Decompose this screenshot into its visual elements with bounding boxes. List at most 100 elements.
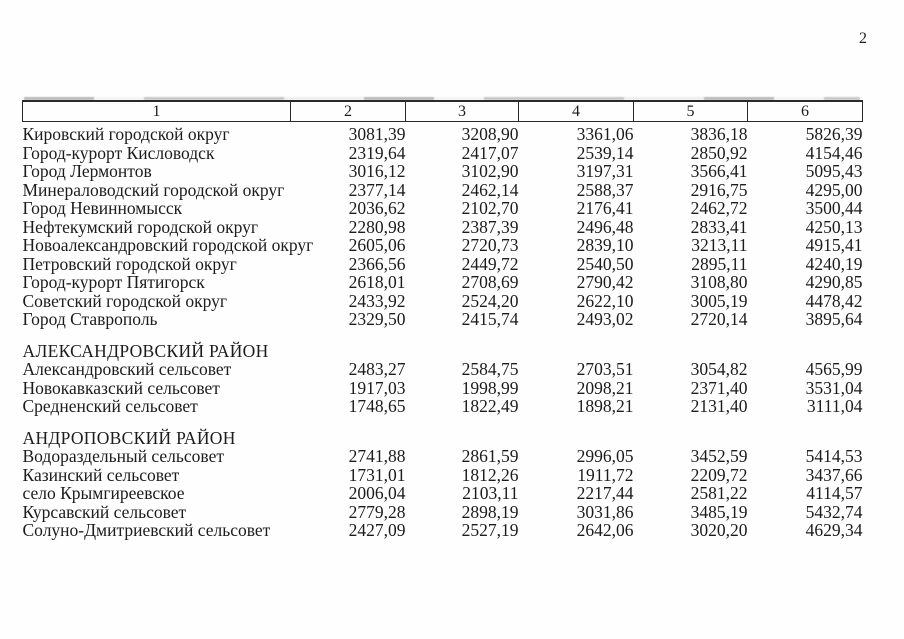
row-value-col3: 2861,59: [461, 446, 519, 466]
row-name: село Крымгиреевское: [22, 483, 185, 503]
row-value-col4: 1911,72: [577, 464, 634, 485]
row-value-col6: 4629,34: [805, 520, 863, 540]
row-value-col3: 2415,74: [461, 309, 519, 329]
row-value-col4: 2098,21: [576, 377, 634, 398]
section-gap-row: [23, 416, 863, 429]
row-value-col4: 3197,31: [576, 161, 634, 181]
row-value-col4: 1898,21: [576, 396, 634, 416]
row-value-col6: 4295,00: [805, 179, 863, 200]
row-value-col3: 2898,19: [461, 501, 519, 522]
row-value-col6: 3437,66: [805, 464, 863, 485]
row-value-col5: 3108,80: [690, 272, 748, 292]
column-header-5: 5: [633, 100, 748, 122]
row-value-col6: 4290,85: [805, 272, 863, 292]
row-value-col6: 3111,04: [806, 396, 863, 416]
row-value-col5: 2833,41: [690, 216, 748, 237]
table-body: Кировский городской округ 3081,39 3208,90 3…: [23, 122, 863, 540]
table-row: Город-курорт Пятигорск 2618,01 2708,69 2790…: [23, 273, 863, 292]
row-value-col2: 2366,56: [348, 253, 406, 274]
row-value-col4: 2496,48: [576, 216, 634, 237]
row-value-col6: 4478,42: [805, 290, 863, 311]
row-value-col2: 2329,50: [348, 309, 406, 329]
row-value-col6: 4114,57: [806, 483, 863, 503]
row-value-col6: 5414,53: [805, 446, 863, 466]
table-row: Новокавказский сельсовет 1917,03 1998,99 20…: [22, 377, 863, 398]
row-value-col4: 2703,51: [576, 359, 634, 379]
section-header-row: АЛЕКСАНДРОВСКИЙ РАЙОН: [22, 340, 863, 361]
table-row: Петровский городской округ 2366,56 2449,72…: [22, 253, 863, 274]
column-header-3: 3: [405, 100, 519, 122]
row-value-col5: 2131,40: [690, 396, 748, 416]
column-header-6: 6: [747, 100, 863, 122]
row-value-col5: 2916,75: [690, 179, 748, 200]
row-value-col6: 5826,39: [805, 124, 863, 144]
row-name: Водораздельный сельсовет: [22, 446, 225, 466]
table-row: Александровский сельсовет 2483,27 2584,75 2…: [23, 360, 863, 379]
row-value-col5: 3485,19: [690, 501, 748, 522]
row-value-col3: 2103,11: [462, 483, 519, 503]
column-header-2: 2: [290, 100, 406, 122]
row-value-col3: 2524,20: [461, 290, 519, 311]
row-value-col3: 2387,39: [461, 216, 519, 237]
table-row: Курсавский сельсовет 2779,28 2898,19 3031,8…: [22, 501, 863, 522]
table-row: Солуно-Дмитриевский сельсовет 2427,09 2527…: [23, 521, 863, 540]
row-name: Средненский сельсовет: [22, 396, 198, 416]
row-value-col5: 3005,19: [690, 290, 748, 311]
row-name: Казинский сельсовет: [22, 464, 180, 485]
row-value-col4: 2539,14: [576, 142, 634, 163]
row-value-col4: 2790,42: [576, 272, 634, 292]
scan-artifact: [24, 97, 860, 100]
row-name: Кировский городской округ: [22, 124, 230, 144]
row-value-col2: 2427,09: [348, 520, 406, 540]
row-value-col5: 2371,40: [690, 377, 748, 398]
table-row: Средненский сельсовет 1748,65 1822,49 1898,…: [23, 397, 863, 416]
row-value-col5: 3020,20: [690, 520, 748, 540]
section-gap-row: [23, 329, 863, 342]
row-value-col2: 3081,39: [348, 124, 406, 144]
row-value-col5: 3566,41: [690, 161, 748, 181]
column-header-4: 4: [518, 100, 634, 122]
row-name: Петровский городской округ: [22, 253, 237, 274]
row-value-col6: 3895,64: [805, 309, 863, 329]
row-name: Город-курорт Пятигорск: [22, 272, 205, 292]
row-value-col4: 2588,37: [576, 179, 634, 200]
row-value-col5: 2462,72: [690, 198, 748, 218]
row-value-col2: 2433,92: [348, 290, 406, 311]
table-row: село Крымгиреевское 2006,04 2103,11 2217,44…: [23, 484, 863, 503]
section-title: АЛЕКСАНДРОВСКИЙ РАЙОН: [22, 340, 269, 361]
row-value-col3: 3102,90: [461, 161, 519, 181]
row-value-col3: 1998,99: [461, 377, 519, 398]
row-value-col3: 2102,70: [461, 198, 519, 218]
table-row: Город Ставрополь 2329,50 2415,74 2493,02 272…: [23, 310, 863, 329]
row-value-col6: 4240,19: [805, 253, 863, 274]
row-name: Новоалександровский городской округ: [22, 235, 314, 255]
row-value-col2: 2741,88: [348, 446, 406, 466]
row-name: Минераловодский городской округ: [22, 179, 285, 200]
gap-cell: [23, 329, 863, 342]
row-value-col4: 2540,50: [576, 253, 634, 274]
row-name: Александровский сельсовет: [22, 359, 232, 379]
row-value-col6: 3500,44: [805, 198, 863, 218]
row-value-col3: 1812,26: [461, 464, 519, 485]
table-row: Кировский городской округ 3081,39 3208,90 3…: [23, 125, 863, 144]
row-value-col2: 2280,98: [348, 216, 406, 237]
row-value-col2: 2377,14: [348, 179, 406, 200]
row-value-col3: 2584,75: [461, 359, 519, 379]
row-value-col4: 2176,41: [576, 198, 634, 218]
table-row: Город Лермонтов 3016,12 3102,90 3197,31 3566…: [23, 162, 863, 181]
row-name: Новокавказский сельсовет: [22, 377, 220, 398]
row-value-col4: 2996,05: [576, 446, 634, 466]
table-row: Город-курорт Кисловодск 2319,64 2417,07 253…: [23, 142, 863, 163]
row-name: Курсавский сельсовет: [22, 501, 187, 522]
data-table: 1 2 3 4 5 6 Кировский городской округ 308…: [22, 100, 863, 540]
table-header: 1 2 3 4 5 6: [22, 100, 863, 122]
row-value-col6: 4565,99: [805, 359, 863, 379]
column-header-1: 1: [22, 100, 291, 122]
page-number: 2: [859, 30, 867, 47]
table-header-row: 1 2 3 4 5 6: [22, 100, 863, 122]
row-value-col4: 2839,10: [576, 235, 634, 255]
row-value-col3: 2462,14: [461, 179, 519, 200]
row-value-col3: 1822,49: [461, 396, 519, 416]
row-value-col2: 2779,28: [348, 501, 406, 522]
